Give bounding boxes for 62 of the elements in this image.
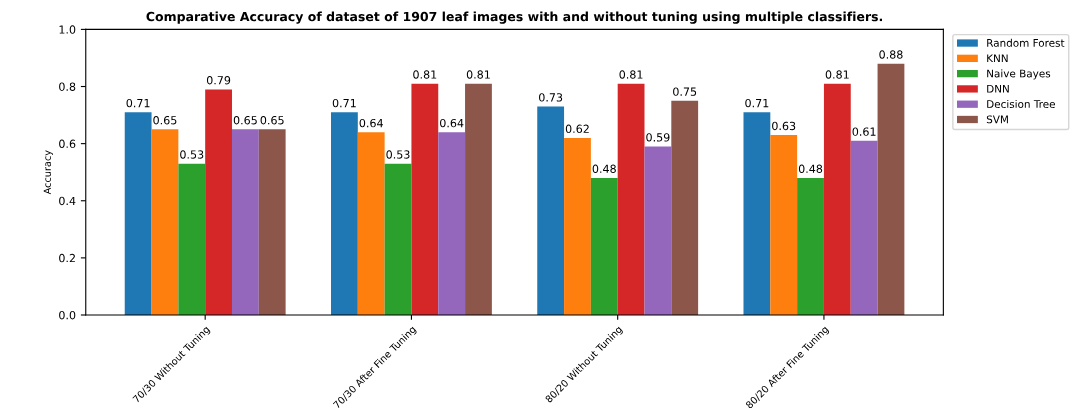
data-label: 0.64 xyxy=(440,118,464,128)
bar xyxy=(151,129,179,315)
y-tick-label: 0.8 xyxy=(59,82,76,91)
data-label: 0.64 xyxy=(359,118,383,128)
data-label: 0.88 xyxy=(879,50,903,59)
bar xyxy=(823,83,851,315)
data-label: 0.53 xyxy=(386,150,410,159)
bar xyxy=(850,140,878,315)
legend-label: Naive Bayes xyxy=(987,69,1051,80)
data-label: 0.73 xyxy=(539,93,563,102)
y-tick-label: 1.0 xyxy=(59,25,76,34)
bar xyxy=(178,163,206,315)
legend-label: Random Forest xyxy=(987,38,1065,47)
legend-label: KNN xyxy=(987,54,1008,62)
bar xyxy=(743,112,771,315)
bar xyxy=(438,132,466,315)
data-label: 0.81 xyxy=(619,70,643,79)
data-label: 0.71 xyxy=(332,98,356,108)
bar xyxy=(411,83,439,315)
bar xyxy=(617,83,645,315)
data-label: 0.79 xyxy=(206,76,231,85)
bar xyxy=(877,63,905,315)
bar xyxy=(644,146,672,315)
bar xyxy=(357,132,385,315)
legend-label: SVM xyxy=(986,115,1008,124)
bar xyxy=(465,83,492,315)
bar xyxy=(124,112,152,315)
data-label: 0.61 xyxy=(852,127,876,136)
data-label: 0.62 xyxy=(565,124,589,133)
bar xyxy=(770,135,798,315)
bar xyxy=(384,163,412,315)
data-label: 0.71 xyxy=(745,98,769,108)
data-label: 0.48 xyxy=(798,164,823,173)
data-label: 0.65 xyxy=(153,116,177,125)
y-tick-label: 0.4 xyxy=(59,196,76,206)
data-label: 0.59 xyxy=(646,133,670,142)
bar xyxy=(231,129,259,315)
data-label: 0.81 xyxy=(466,70,490,79)
legend-label: Decision Tree xyxy=(987,99,1055,108)
y-tick-label: 0.2 xyxy=(59,253,75,263)
y-tick-label: 0.6 xyxy=(59,139,76,149)
data-label: 0.71 xyxy=(126,98,150,108)
data-label: 0.48 xyxy=(592,164,616,173)
bar xyxy=(671,100,699,315)
y-tick-label: 0.0 xyxy=(59,310,76,320)
data-label: 0.63 xyxy=(772,121,796,131)
y-axis-title: Accuracy xyxy=(43,150,53,195)
bar xyxy=(564,137,591,315)
chart-title: Comparative Accuracy of dataset of 1907 leaf images with and without tuning using multiple classifiers. xyxy=(146,11,883,24)
legend-label: DNN xyxy=(987,84,1009,93)
data-label: 0.53 xyxy=(180,150,204,159)
data-label: 0.81 xyxy=(825,70,849,79)
bar xyxy=(537,106,565,315)
bar xyxy=(590,177,618,315)
bar xyxy=(205,89,232,315)
bar xyxy=(797,177,824,315)
bar xyxy=(258,129,286,315)
data-label: 0.65 xyxy=(233,116,257,125)
data-label: 0.65 xyxy=(260,116,284,125)
data-label: 0.81 xyxy=(413,70,437,79)
bar xyxy=(330,112,358,315)
data-label: 0.75 xyxy=(673,87,697,96)
